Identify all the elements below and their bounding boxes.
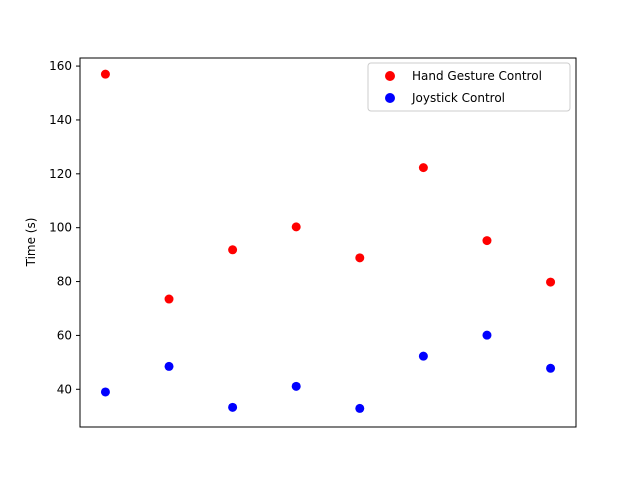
hand-gesture-point — [228, 245, 238, 255]
y-tick-label: 160 — [49, 59, 72, 73]
y-tick-label: 80 — [57, 275, 72, 289]
joystick-point — [418, 351, 428, 361]
legend-label-joystick: Joystick Control — [411, 91, 505, 105]
joystick-point — [291, 381, 301, 391]
plot-frame — [79, 57, 577, 428]
joystick-point — [355, 403, 365, 413]
y-tick-label: 100 — [49, 221, 72, 235]
hand-gesture-point — [546, 277, 556, 287]
y-tick-label: 120 — [49, 167, 72, 181]
y-tick-label: 40 — [57, 382, 72, 396]
joystick-point — [164, 361, 174, 371]
hand-gesture-point — [482, 236, 492, 246]
legend-marker-joystick — [385, 93, 395, 103]
hand-gesture-point — [418, 163, 428, 173]
hand-gesture-point — [100, 69, 110, 79]
joystick-point — [228, 402, 238, 412]
y-tick-label: 60 — [57, 328, 72, 342]
legend: Hand Gesture Control Joystick Control — [367, 62, 571, 112]
legend-marker-hand-gesture — [385, 71, 395, 81]
joystick-point — [482, 330, 492, 340]
y-tick-label: 140 — [49, 113, 72, 127]
hand-gesture-point — [291, 222, 301, 232]
y-axis-label: Time (s) — [24, 218, 38, 268]
data-points — [100, 69, 556, 413]
joystick-point — [100, 387, 110, 397]
legend-box — [367, 62, 571, 112]
hand-gesture-point — [164, 294, 174, 304]
joystick-point — [546, 363, 556, 373]
hand-gesture-point — [355, 253, 365, 263]
legend-label-hand-gesture: Hand Gesture Control — [412, 69, 542, 83]
y-axis-ticks: 40 60 80 100 120 140 160 — [49, 59, 80, 396]
